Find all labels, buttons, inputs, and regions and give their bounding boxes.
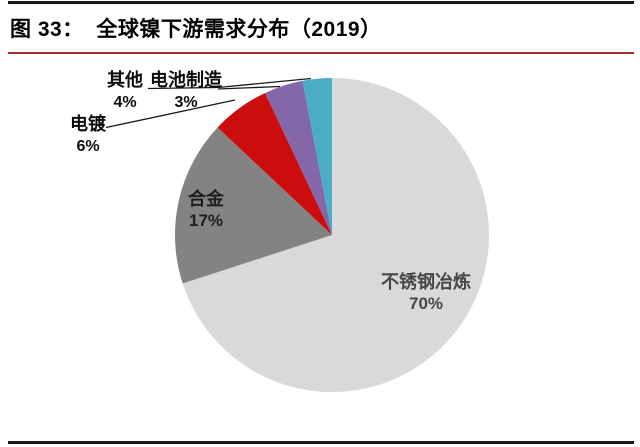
slice-label-electroplating: 电镀 6% [70,114,106,155]
pie-slice-alloy [174,127,332,284]
pie-slice-electroplating [217,92,332,235]
slice-label-alloy: 合金 17% [188,189,224,230]
figure-title: 图 33： 全球镍下游需求分布（2019） [10,18,382,41]
pie-slice-stainless-steel-smelting [182,78,489,392]
slice-label-battery-manufacturing: 电池制造 3% [150,70,222,111]
leader-line-battery-manufacturing [147,77,312,90]
leader-line-electroplating [105,99,236,129]
top-border-line [8,1,634,4]
title-underline [8,52,634,54]
bottom-border-line [8,441,634,444]
pie-slice-other [265,80,332,235]
slice-label-stainless-steel-smelting: 不锈钢冶炼 70% [381,272,471,313]
slice-label-other: 其他 4% [107,70,143,111]
pie-slice-battery-manufacturing [302,78,332,235]
leader-line-other [217,85,281,90]
